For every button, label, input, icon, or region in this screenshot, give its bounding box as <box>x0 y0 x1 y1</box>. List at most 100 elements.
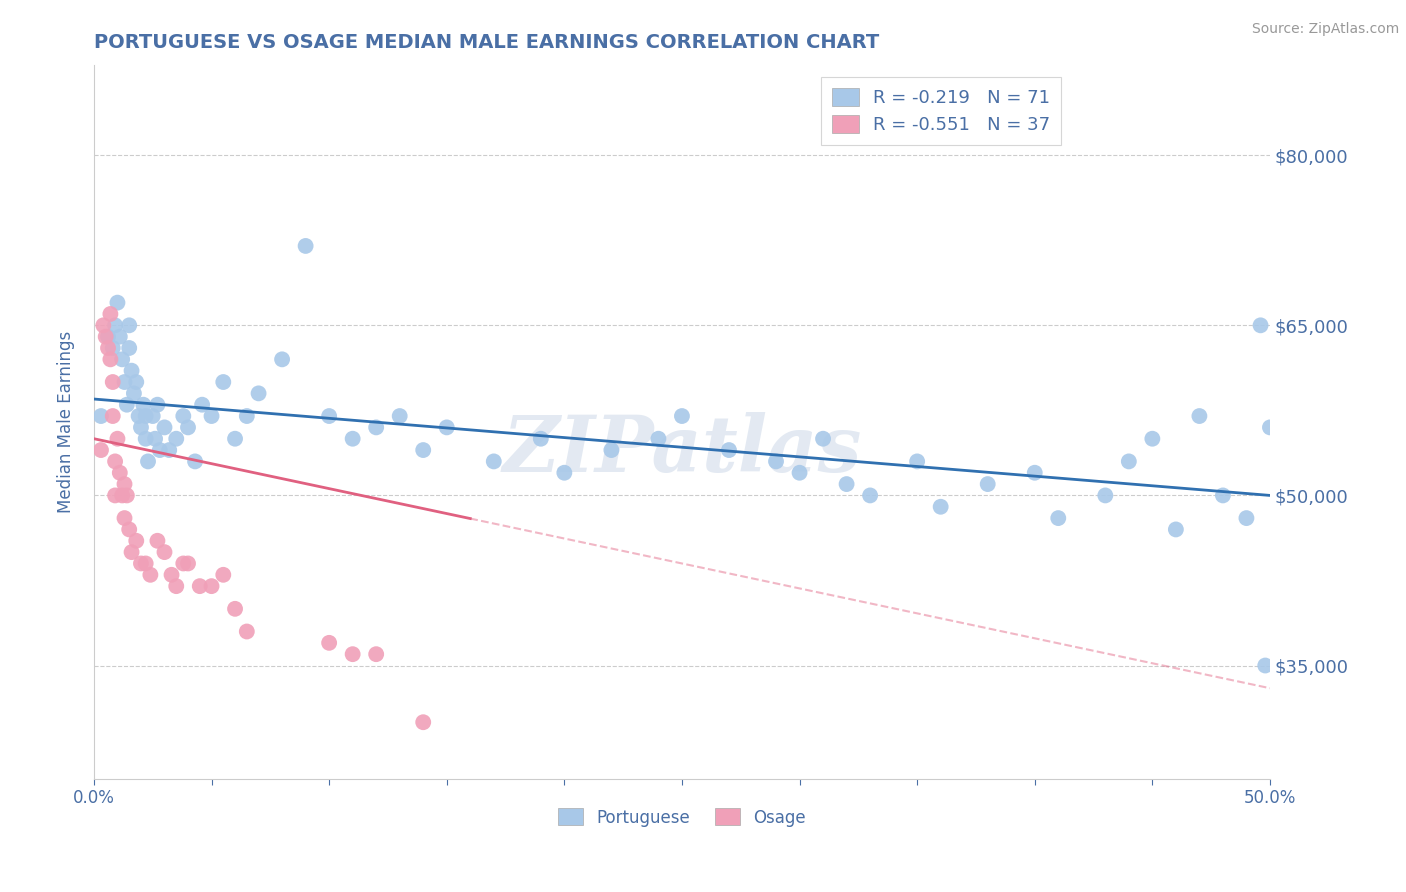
Point <box>342 647 364 661</box>
Point <box>100 307 122 321</box>
Point <box>172 409 194 423</box>
Point <box>104 488 127 502</box>
Point <box>236 409 259 423</box>
Point <box>153 420 176 434</box>
Point <box>135 432 157 446</box>
Point <box>859 488 882 502</box>
Point <box>121 545 143 559</box>
Point <box>1258 420 1281 434</box>
Point <box>188 579 211 593</box>
Point <box>111 352 134 367</box>
Point <box>224 432 246 446</box>
Text: PORTUGUESE VS OSAGE MEDIAN MALE EARNINGS CORRELATION CHART: PORTUGUESE VS OSAGE MEDIAN MALE EARNINGS… <box>94 33 879 52</box>
Point <box>135 557 157 571</box>
Point <box>1094 488 1116 502</box>
Point <box>135 409 157 423</box>
Point <box>143 432 166 446</box>
Point <box>122 386 145 401</box>
Point <box>789 466 811 480</box>
Point <box>165 579 187 593</box>
Point <box>160 567 183 582</box>
Legend: Portuguese, Osage: Portuguese, Osage <box>550 800 814 835</box>
Point <box>115 398 138 412</box>
Point <box>271 352 294 367</box>
Point <box>165 432 187 446</box>
Point <box>139 567 162 582</box>
Point <box>104 318 127 333</box>
Point <box>212 567 235 582</box>
Point <box>247 386 270 401</box>
Point <box>600 443 623 458</box>
Point <box>101 409 124 423</box>
Point <box>153 545 176 559</box>
Point <box>104 454 127 468</box>
Point <box>200 579 222 593</box>
Point <box>318 636 340 650</box>
Point <box>101 375 124 389</box>
Point <box>146 398 169 412</box>
Point <box>905 454 928 468</box>
Point <box>1164 523 1187 537</box>
Point <box>224 602 246 616</box>
Point <box>108 466 131 480</box>
Point <box>136 454 159 468</box>
Point <box>200 409 222 423</box>
Point <box>157 443 180 458</box>
Point <box>1250 318 1272 333</box>
Point <box>412 715 434 730</box>
Point <box>294 239 316 253</box>
Point <box>436 420 458 434</box>
Point <box>111 488 134 502</box>
Point <box>149 443 172 458</box>
Point <box>114 511 136 525</box>
Point <box>114 375 136 389</box>
Point <box>97 341 120 355</box>
Point <box>94 329 117 343</box>
Point <box>1142 432 1164 446</box>
Point <box>107 295 129 310</box>
Point <box>647 432 669 446</box>
Point <box>717 443 740 458</box>
Point <box>100 352 122 367</box>
Point <box>97 329 120 343</box>
Point <box>118 318 141 333</box>
Point <box>129 420 152 434</box>
Point <box>146 533 169 548</box>
Point <box>1254 658 1277 673</box>
Point <box>177 420 200 434</box>
Point <box>835 477 858 491</box>
Point <box>976 477 998 491</box>
Point <box>212 375 235 389</box>
Point <box>366 420 388 434</box>
Point <box>121 364 143 378</box>
Point <box>1236 511 1258 525</box>
Point <box>530 432 553 446</box>
Point <box>172 557 194 571</box>
Point <box>125 375 148 389</box>
Point <box>118 341 141 355</box>
Point <box>177 557 200 571</box>
Text: ZIPatlas: ZIPatlas <box>502 412 862 489</box>
Point <box>125 533 148 548</box>
Point <box>107 432 129 446</box>
Point <box>482 454 505 468</box>
Point <box>412 443 434 458</box>
Point <box>929 500 952 514</box>
Point <box>90 409 112 423</box>
Point <box>1212 488 1234 502</box>
Point <box>142 409 165 423</box>
Text: Source: ZipAtlas.com: Source: ZipAtlas.com <box>1251 22 1399 37</box>
Point <box>553 466 575 480</box>
Point <box>342 432 364 446</box>
Point <box>366 647 388 661</box>
Point <box>101 341 124 355</box>
Point <box>388 409 411 423</box>
Point <box>1118 454 1140 468</box>
Point <box>132 398 155 412</box>
Point <box>318 409 340 423</box>
Point <box>1047 511 1070 525</box>
Point <box>191 398 214 412</box>
Point <box>129 557 152 571</box>
Point <box>128 409 150 423</box>
Point <box>1188 409 1211 423</box>
